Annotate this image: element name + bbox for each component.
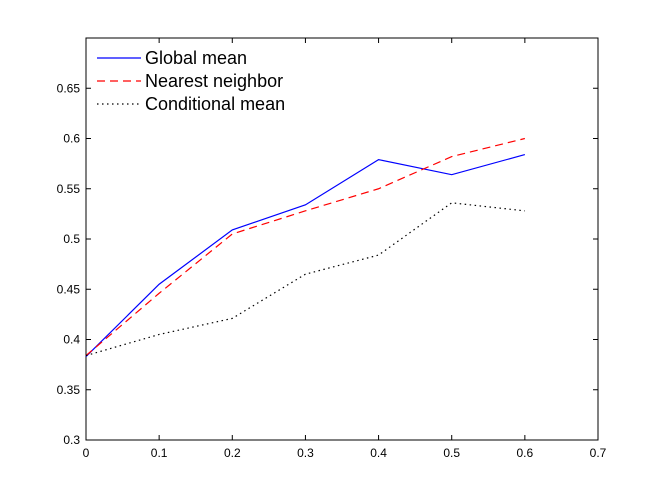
x-tick-label: 0.2 [224,446,241,460]
legend-label-1: Nearest neighbor [145,71,283,91]
series-line-2 [85,202,525,357]
y-tick-label: 0.5 [63,232,80,246]
y-tick-label: 0.55 [57,182,81,196]
legend: Global mean Nearest neighbor Conditional m… [97,48,285,114]
series-lines [85,137,526,358]
y-tick-label: 0.45 [57,282,81,296]
x-tick-label: 0.1 [151,446,168,460]
y-tick-label: 0.3 [63,433,80,447]
y-tick-label: 0.4 [63,333,80,347]
x-axis-ticks: 0 0.1 0.2 0.3 0.4 0.5 0.6 0.7 [83,38,607,460]
y-axis-ticks: 0.3 0.35 0.4 0.45 0.5 0.55 0.6 0.65 [57,81,598,447]
x-tick-label: 0.4 [370,446,387,460]
y-tick-label: 0.6 [63,132,80,146]
x-tick-label: 0.3 [297,446,314,460]
y-tick-label: 0.35 [57,383,81,397]
series-line-0 [85,154,526,358]
series-line-1 [85,137,526,357]
legend-label-2: Conditional mean [145,94,285,114]
legend-label-0: Global mean [145,48,247,68]
y-tick-label: 0.65 [57,81,81,95]
x-tick-label: 0.5 [443,446,460,460]
x-tick-label: 0.7 [590,446,607,460]
plot-area [85,37,599,441]
x-tick-label: 0 [83,446,90,460]
x-tick-label: 0.6 [517,446,534,460]
